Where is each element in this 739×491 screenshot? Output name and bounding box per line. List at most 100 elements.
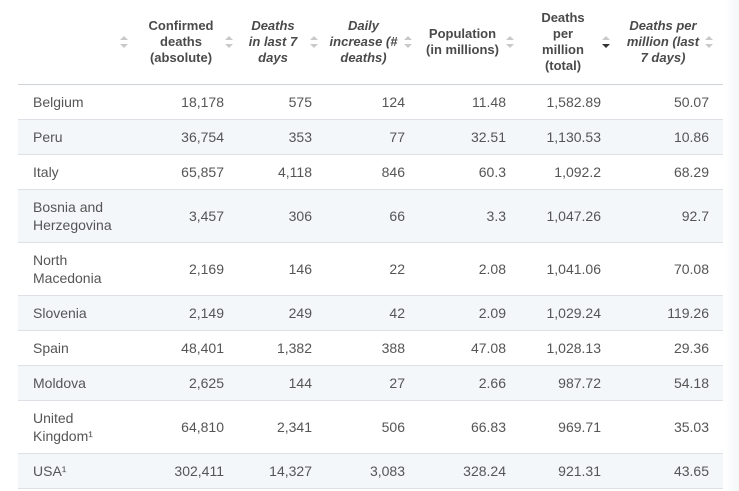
population-cell: 66.83 bbox=[414, 400, 519, 454]
per-million-7d-cell: 10.86 bbox=[613, 119, 723, 155]
deaths-table: Confirmed deaths (absolute) Deaths in la… bbox=[18, 0, 723, 489]
daily-cell: 388 bbox=[319, 330, 414, 366]
per-million-cell: 1,092.2 bbox=[519, 154, 613, 190]
confirmed-cell: 2,625 bbox=[133, 365, 233, 401]
population-cell: 2.09 bbox=[414, 295, 519, 331]
per-million-cell: 987.72 bbox=[519, 365, 613, 401]
column-header-deaths-per-million[interactable]: Deaths per million (total) bbox=[519, 0, 613, 85]
per-million-7d-cell: 29.36 bbox=[613, 330, 723, 366]
per-million-cell: 1,047.26 bbox=[519, 189, 613, 243]
column-header-deaths-per-million-7d[interactable]: Deaths per million (last 7 days) bbox=[613, 0, 723, 85]
per-million-cell: 969.71 bbox=[519, 400, 613, 454]
table-row: USA¹ 302,411 14,327 3,083 328.24 921.31 … bbox=[18, 453, 723, 489]
per-million-cell: 1,130.53 bbox=[519, 119, 613, 155]
country-cell: Moldova bbox=[18, 365, 133, 401]
population-cell: 2.66 bbox=[414, 365, 519, 401]
sort-icon[interactable] bbox=[310, 36, 318, 48]
country-cell: North Macedonia bbox=[18, 242, 133, 296]
per-million-7d-cell: 35.03 bbox=[613, 400, 723, 454]
population-cell: 60.3 bbox=[414, 154, 519, 190]
confirmed-cell: 64,810 bbox=[133, 400, 233, 454]
table-row: Bosnia and Herzegovina 3,457 306 66 3.3 … bbox=[18, 189, 723, 243]
per-million-cell: 1,028.13 bbox=[519, 330, 613, 366]
daily-cell: 27 bbox=[319, 365, 414, 401]
country-cell: Peru bbox=[18, 119, 133, 155]
table-row: Moldova 2,625 144 27 2.66 987.72 54.18 bbox=[18, 365, 723, 401]
country-cell: USA¹ bbox=[18, 453, 133, 489]
per-million-cell: 1,041.06 bbox=[519, 242, 613, 296]
per-million-cell: 1,029.24 bbox=[519, 295, 613, 331]
confirmed-cell: 302,411 bbox=[133, 453, 233, 489]
population-cell: 3.3 bbox=[414, 189, 519, 243]
confirmed-cell: 18,178 bbox=[133, 84, 233, 120]
confirmed-cell: 36,754 bbox=[133, 119, 233, 155]
sort-icon[interactable] bbox=[120, 36, 128, 48]
last7-cell: 146 bbox=[233, 242, 319, 296]
per-million-7d-cell: 70.08 bbox=[613, 242, 723, 296]
header-row: Confirmed deaths (absolute) Deaths in la… bbox=[18, 0, 723, 85]
population-cell: 328.24 bbox=[414, 453, 519, 489]
column-header-label: Deaths per million (total) bbox=[541, 10, 585, 73]
sort-desc-icon[interactable] bbox=[602, 36, 610, 48]
table-row: Spain 48,401 1,382 388 47.08 1,028.13 29… bbox=[18, 330, 723, 366]
column-header-country[interactable] bbox=[18, 0, 133, 85]
last7-cell: 144 bbox=[233, 365, 319, 401]
country-cell: Slovenia bbox=[18, 295, 133, 331]
column-header-label: Population (in millions) bbox=[426, 26, 499, 57]
daily-cell: 506 bbox=[319, 400, 414, 454]
per-million-7d-cell: 92.7 bbox=[613, 189, 723, 243]
table-row: Peru 36,754 353 77 32.51 1,130.53 10.86 bbox=[18, 119, 723, 155]
column-header-daily-increase[interactable]: Daily increase (# deaths) bbox=[319, 0, 414, 85]
daily-cell: 22 bbox=[319, 242, 414, 296]
country-cell: United Kingdom¹ bbox=[18, 400, 133, 454]
per-million-cell: 921.31 bbox=[519, 453, 613, 489]
last7-cell: 14,327 bbox=[233, 453, 319, 489]
confirmed-cell: 65,857 bbox=[133, 154, 233, 190]
scroll-edge-shadow bbox=[725, 0, 739, 491]
deaths-table-container: Confirmed deaths (absolute) Deaths in la… bbox=[18, 0, 723, 489]
column-header-label: Deaths in last 7 days bbox=[248, 18, 298, 65]
per-million-cell: 1,582.89 bbox=[519, 84, 613, 120]
daily-cell: 77 bbox=[319, 119, 414, 155]
table-row: Italy 65,857 4,118 846 60.3 1,092.2 68.2… bbox=[18, 154, 723, 190]
per-million-7d-cell: 50.07 bbox=[613, 84, 723, 120]
sort-icon[interactable] bbox=[404, 36, 412, 48]
daily-cell: 846 bbox=[319, 154, 414, 190]
country-cell: Bosnia and Herzegovina bbox=[18, 189, 133, 243]
column-header-label: Daily increase (# deaths) bbox=[329, 18, 398, 65]
last7-cell: 353 bbox=[233, 119, 319, 155]
population-cell: 11.48 bbox=[414, 84, 519, 120]
country-cell: Belgium bbox=[18, 84, 133, 120]
last7-cell: 249 bbox=[233, 295, 319, 331]
confirmed-cell: 2,149 bbox=[133, 295, 233, 331]
population-cell: 47.08 bbox=[414, 330, 519, 366]
country-cell: Italy bbox=[18, 154, 133, 190]
last7-cell: 2,341 bbox=[233, 400, 319, 454]
confirmed-cell: 2,169 bbox=[133, 242, 233, 296]
confirmed-cell: 3,457 bbox=[133, 189, 233, 243]
country-cell: Spain bbox=[18, 330, 133, 366]
daily-cell: 124 bbox=[319, 84, 414, 120]
last7-cell: 4,118 bbox=[233, 154, 319, 190]
daily-cell: 42 bbox=[319, 295, 414, 331]
per-million-7d-cell: 43.65 bbox=[613, 453, 723, 489]
column-header-label: Deaths per million (last 7 days) bbox=[626, 18, 700, 65]
daily-cell: 66 bbox=[319, 189, 414, 243]
last7-cell: 1,382 bbox=[233, 330, 319, 366]
table-row: North Macedonia 2,169 146 22 2.08 1,041.… bbox=[18, 242, 723, 296]
sort-icon[interactable] bbox=[225, 36, 233, 48]
last7-cell: 575 bbox=[233, 84, 319, 120]
table-row: Slovenia 2,149 249 42 2.09 1,029.24 119.… bbox=[18, 295, 723, 331]
column-header-population[interactable]: Population (in millions) bbox=[414, 0, 519, 85]
column-header-deaths-last-7-days[interactable]: Deaths in last 7 days bbox=[233, 0, 319, 85]
column-header-confirmed-deaths[interactable]: Confirmed deaths (absolute) bbox=[133, 0, 233, 85]
sort-icon[interactable] bbox=[705, 36, 713, 48]
per-million-7d-cell: 119.26 bbox=[613, 295, 723, 331]
table-row: Belgium 18,178 575 124 11.48 1,582.89 50… bbox=[18, 84, 723, 120]
per-million-7d-cell: 54.18 bbox=[613, 365, 723, 401]
table-row: United Kingdom¹ 64,810 2,341 506 66.83 9… bbox=[18, 400, 723, 454]
sort-icon[interactable] bbox=[506, 36, 514, 48]
daily-cell: 3,083 bbox=[319, 453, 414, 489]
confirmed-cell: 48,401 bbox=[133, 330, 233, 366]
last7-cell: 306 bbox=[233, 189, 319, 243]
